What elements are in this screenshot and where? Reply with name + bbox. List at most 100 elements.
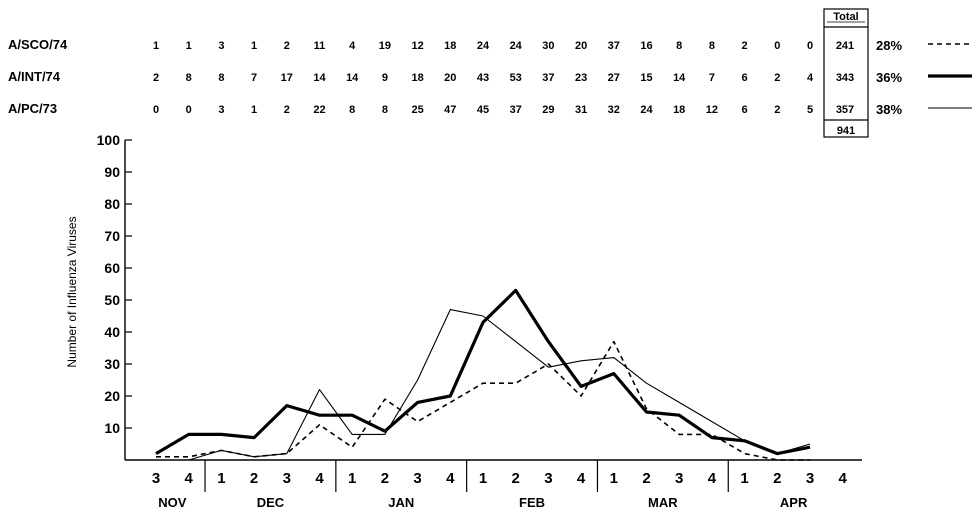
table-cell: 37 xyxy=(510,104,522,116)
table-cell: 7 xyxy=(709,72,715,84)
series-line xyxy=(156,309,811,461)
table-cell: 24 xyxy=(510,40,523,52)
table-cell: 18 xyxy=(673,104,685,116)
table-cell: 14 xyxy=(346,72,359,84)
table-cell: 12 xyxy=(411,40,423,52)
table-cell: 45 xyxy=(477,104,489,116)
y-tick-label: 100 xyxy=(97,132,121,148)
total-cell: 241 xyxy=(836,40,854,52)
table-cell: 4 xyxy=(807,72,814,84)
x-week-label: 4 xyxy=(185,470,194,487)
y-tick-label: 90 xyxy=(104,164,120,180)
table-cell: 3 xyxy=(218,104,224,116)
strain-label: A/PC/73 xyxy=(8,101,57,116)
series-line xyxy=(155,288,811,456)
table-cell: 8 xyxy=(676,40,682,52)
table-cell: 23 xyxy=(575,72,587,84)
table-cell: 2 xyxy=(284,104,290,116)
table-cell: 15 xyxy=(640,72,652,84)
table-cell: 0 xyxy=(153,104,159,116)
x-week-label: 3 xyxy=(806,470,814,487)
x-month-label: NOV xyxy=(158,495,187,510)
x-week-label: 2 xyxy=(642,470,650,487)
table-cell: 0 xyxy=(186,104,192,116)
table-cell: 31 xyxy=(575,104,587,116)
x-week-label: 4 xyxy=(839,470,848,487)
table-cell: 24 xyxy=(640,104,653,116)
x-week-label: 1 xyxy=(740,470,748,487)
table-cell: 6 xyxy=(742,72,748,84)
table-cell: 47 xyxy=(444,104,456,116)
series-lines xyxy=(155,288,811,461)
table-cell: 24 xyxy=(477,40,490,52)
x-week-label: 4 xyxy=(708,470,717,487)
y-tick-label: 30 xyxy=(104,356,120,372)
table-cell: 1 xyxy=(251,40,257,52)
table-cell: 18 xyxy=(444,40,456,52)
table-cell: 4 xyxy=(349,40,356,52)
x-week-label: 4 xyxy=(577,470,586,487)
table-cell: 29 xyxy=(542,104,554,116)
table-cell: 2 xyxy=(742,40,748,52)
x-week-label: 1 xyxy=(348,470,356,487)
table-cell: 37 xyxy=(608,40,620,52)
table-cell: 1 xyxy=(153,40,159,52)
table-cell: 22 xyxy=(313,104,325,116)
table-cell: 9 xyxy=(382,72,388,84)
table-cell: 8 xyxy=(349,104,355,116)
x-week-label: 3 xyxy=(152,470,160,487)
y-tick-label: 80 xyxy=(104,196,120,212)
table-cell: 19 xyxy=(379,40,391,52)
table-cell: 37 xyxy=(542,72,554,84)
strain-label: A/INT/74 xyxy=(8,69,61,84)
table-cell: 6 xyxy=(742,104,748,116)
x-month-label: JAN xyxy=(388,495,414,510)
table-cell: 0 xyxy=(807,40,813,52)
table-cell: 43 xyxy=(477,72,489,84)
table-cell: 2 xyxy=(153,72,159,84)
y-tick-label: 40 xyxy=(104,324,120,340)
table-cell: 17 xyxy=(281,72,293,84)
table-cell: 18 xyxy=(411,72,423,84)
x-week-label: 2 xyxy=(250,470,258,487)
table-cell: 2 xyxy=(284,40,290,52)
x-month-label: FEB xyxy=(519,495,545,510)
table-cell: 2 xyxy=(774,104,780,116)
table-cell: 14 xyxy=(313,72,326,84)
y-tick-label: 20 xyxy=(104,388,120,404)
x-month-label: MAR xyxy=(648,495,678,510)
x-week-label: 2 xyxy=(773,470,781,487)
table-cell: 3 xyxy=(218,40,224,52)
total-header: Total xyxy=(833,11,858,23)
axes: Number of Influenza Viruses 10 20 30 40 50 60… xyxy=(65,132,862,510)
x-week-label: 1 xyxy=(217,470,225,487)
x-week-label: 1 xyxy=(479,470,487,487)
x-month-label: DEC xyxy=(257,495,285,510)
table-cell: 8 xyxy=(382,104,388,116)
table-cell: 14 xyxy=(673,72,686,84)
x-week-label: 2 xyxy=(512,470,520,487)
total-cell: 357 xyxy=(836,104,854,116)
table-cell: 25 xyxy=(411,104,423,116)
table-cell: 1 xyxy=(251,104,257,116)
x-week-label: 4 xyxy=(315,470,324,487)
y-tick-label: 60 xyxy=(104,260,120,276)
table-cell: 11 xyxy=(314,40,326,52)
table-cell: 2 xyxy=(774,72,780,84)
y-tick-label: 70 xyxy=(104,228,120,244)
table-cell: 30 xyxy=(542,40,554,52)
data-table: A/SCO/74 1 1 3 1 2 11 4 19 12 18 24 24 30 20 37 16 8 8 2 0 0 2… xyxy=(8,8,972,138)
x-week-label: 3 xyxy=(413,470,421,487)
y-tick-label: 50 xyxy=(104,292,120,308)
percent-label: 38% xyxy=(876,102,902,117)
y-axis-label: Number of Influenza Viruses xyxy=(65,216,79,367)
x-week-label: 3 xyxy=(283,470,291,487)
total-box xyxy=(823,8,869,138)
series-line xyxy=(156,340,810,461)
total-cell: 343 xyxy=(836,72,854,84)
table-cell: 8 xyxy=(709,40,715,52)
table-cell: 12 xyxy=(706,104,718,116)
x-week-label: 2 xyxy=(381,470,389,487)
table-cell: 20 xyxy=(575,40,587,52)
